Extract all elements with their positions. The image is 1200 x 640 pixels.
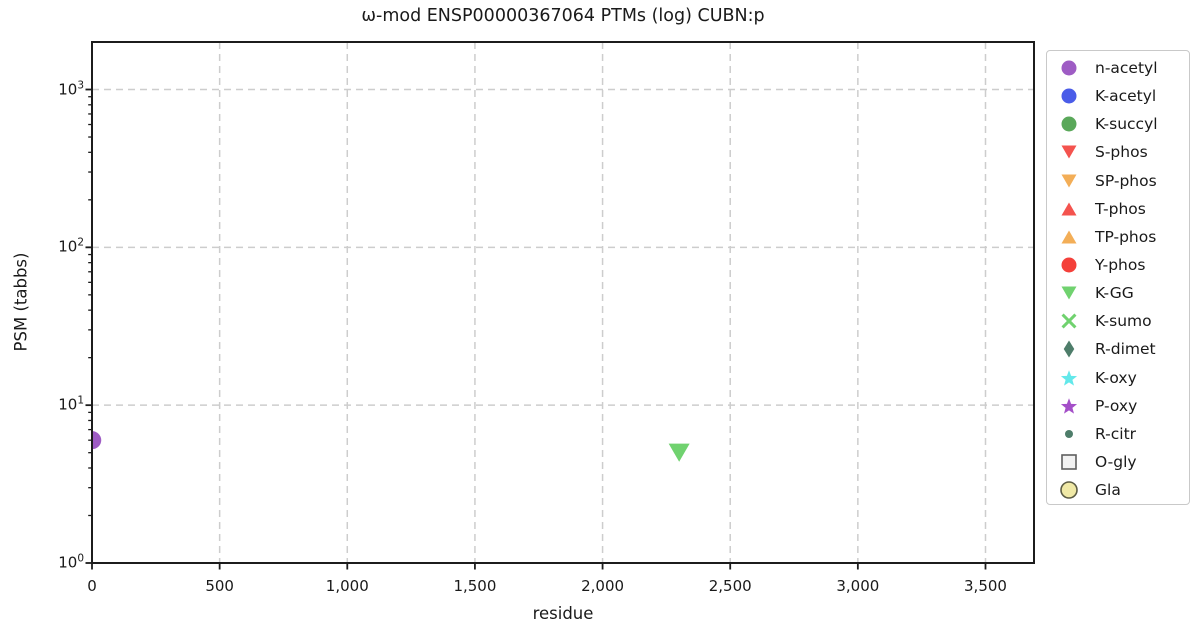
data-point-n-acetyl — [92, 431, 102, 450]
legend-item-label: S-phos — [1095, 143, 1148, 162]
legend-marker-k-gg-icon — [1056, 282, 1082, 304]
legend-item-label: n-acetyl — [1095, 59, 1158, 78]
legend-item-k-acetyl: K-acetyl — [1047, 82, 1189, 110]
x-tick-label: 500 — [205, 577, 234, 595]
x-tick-label: 0 — [87, 577, 97, 595]
legend-item-t-phos: T-phos — [1047, 195, 1189, 223]
y-axis-label: PSM (tabbs) — [11, 252, 31, 352]
legend-item-tp-phos: TP-phos — [1047, 223, 1189, 251]
legend-marker-r-citr-icon — [1056, 423, 1082, 445]
legend-item-n-acetyl: n-acetyl — [1047, 54, 1189, 82]
y-tick-label: 101 — [58, 394, 84, 414]
legend-marker-s-phos-icon — [1056, 141, 1082, 163]
legend-item-label: K-succyl — [1095, 115, 1158, 134]
x-tick-label: 2,000 — [581, 577, 625, 595]
legend-item-label: Gla — [1095, 481, 1121, 500]
x-tick-label: 2,500 — [708, 577, 752, 595]
legend-item-label: TP-phos — [1095, 227, 1157, 246]
legend-item-label: R-citr — [1095, 424, 1137, 443]
legend-marker-sp-phos-icon — [1056, 170, 1082, 192]
legend-marker-r-dimet-icon — [1056, 338, 1082, 360]
legend-item-label: K-oxy — [1095, 368, 1137, 387]
legend-item-r-citr: R-citr — [1047, 420, 1189, 448]
x-tick-label: 1,000 — [325, 577, 369, 595]
legend-marker-p-oxy-icon — [1056, 395, 1082, 417]
legend-marker-y-phos-icon — [1056, 254, 1082, 276]
legend-marker-t-phos-icon — [1056, 198, 1082, 220]
legend-marker-k-oxy-icon — [1056, 367, 1082, 389]
legend-marker-tp-phos-icon — [1056, 226, 1082, 248]
legend-item-label: R-dimet — [1095, 340, 1156, 359]
x-tick-label: 3,000 — [836, 577, 880, 595]
legend-item-r-dimet: R-dimet — [1047, 335, 1189, 363]
legend-item-p-oxy: P-oxy — [1047, 392, 1189, 420]
legend-marker-k-succyl-icon — [1056, 113, 1082, 135]
legend-item-sp-phos: SP-phos — [1047, 167, 1189, 195]
legend-item-k-gg: K-GG — [1047, 279, 1189, 307]
legend-item-o-gly: O-gly — [1047, 448, 1189, 476]
legend-item-label: P-oxy — [1095, 396, 1138, 415]
legend-marker-k-acetyl-icon — [1056, 85, 1082, 107]
legend-marker-k-sumo-icon — [1056, 310, 1082, 332]
legend-item-label: O-gly — [1095, 453, 1137, 472]
legend-item-s-phos: S-phos — [1047, 138, 1189, 166]
legend-item-k-oxy: K-oxy — [1047, 364, 1189, 392]
x-tick-label: 1,500 — [453, 577, 497, 595]
y-tick-label: 103 — [58, 79, 84, 99]
legend-item-label: K-acetyl — [1095, 87, 1157, 106]
legend-marker-gla-icon — [1056, 479, 1082, 501]
legend-item-label: K-GG — [1095, 284, 1134, 303]
data-point-k-gg — [668, 443, 690, 462]
chart-title: ω-mod ENSP00000367064 PTMs (log) CUBN:p — [361, 6, 765, 26]
legend-item-label: Y-phos — [1095, 256, 1146, 275]
legend-item-k-sumo: K-sumo — [1047, 307, 1189, 335]
legend: n-acetyl K-acetyl K-succyl S-phos SP-phos T-p… — [1046, 50, 1190, 505]
x-axis-label: residue — [532, 604, 594, 623]
legend-item-label: T-phos — [1095, 199, 1146, 218]
legend-item-gla: Gla — [1047, 476, 1189, 504]
legend-item-label: SP-phos — [1095, 171, 1157, 190]
x-tick-label: 3,500 — [964, 577, 1007, 595]
y-tick-label: 102 — [58, 236, 84, 256]
y-tick-label: 100 — [58, 552, 84, 572]
legend-marker-o-gly-icon — [1056, 451, 1082, 473]
legend-item-k-succyl: K-succyl — [1047, 110, 1189, 138]
legend-marker-n-acetyl-icon — [1056, 57, 1082, 79]
legend-item-y-phos: Y-phos — [1047, 251, 1189, 279]
legend-item-label: K-sumo — [1095, 312, 1152, 331]
